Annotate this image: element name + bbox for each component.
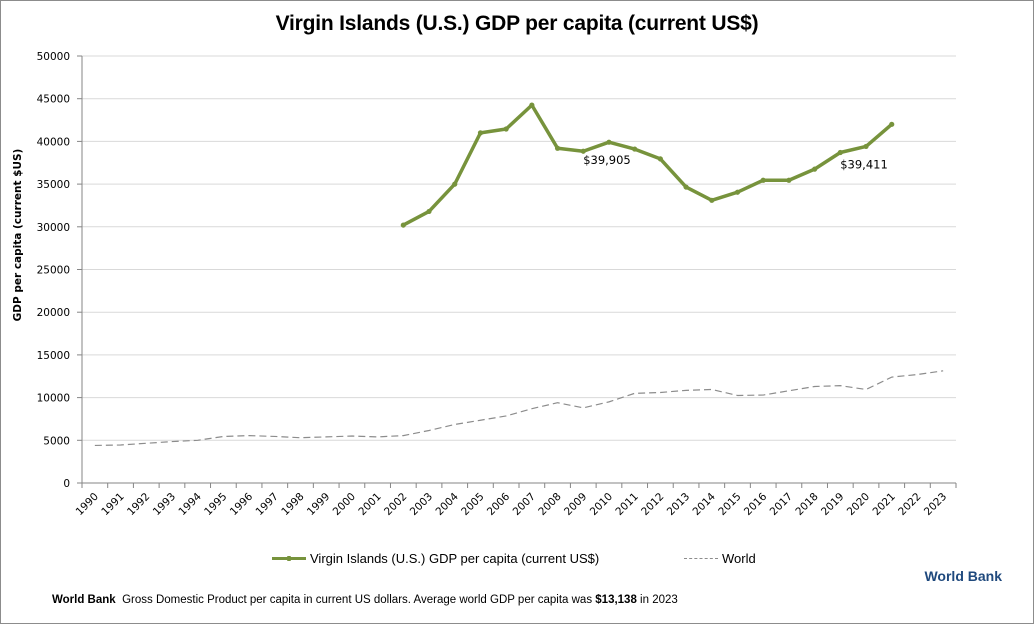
data-point xyxy=(786,177,792,183)
x-axis-ticks: 1990199119921993199419951996199719981999… xyxy=(74,483,957,518)
y-tick-label: 5000 xyxy=(43,435,70,447)
x-tick-label: 2019 xyxy=(819,491,846,518)
x-tick-label: 2017 xyxy=(768,491,795,518)
x-tick-label: 1994 xyxy=(176,490,204,518)
x-tick-label: 2016 xyxy=(742,490,770,518)
data-annotations: $39,905 $39,411 xyxy=(583,153,888,171)
y-tick-label: 40000 xyxy=(37,136,70,148)
data-point xyxy=(529,102,535,108)
legend-label: World xyxy=(722,551,756,566)
data-point xyxy=(554,145,561,151)
y-tick-label: 50000 xyxy=(37,51,70,63)
y-tick-label: 15000 xyxy=(37,350,70,362)
x-tick-label: 2000 xyxy=(331,491,358,518)
source-brand: World Bank xyxy=(924,568,1002,584)
footnote: World Bank Gross Domestic Product per ca… xyxy=(52,594,678,606)
x-tick-label: 1992 xyxy=(125,491,152,518)
x-tick-label: 2003 xyxy=(408,491,435,518)
legend-swatch-solid-line-icon xyxy=(272,556,306,561)
x-tick-label: 1996 xyxy=(228,490,256,518)
legend-label: Virgin Islands (U.S.) GDP per capita (cu… xyxy=(310,551,600,566)
data-point xyxy=(580,148,586,154)
data-point xyxy=(426,208,432,215)
x-tick-label: 2014 xyxy=(691,490,719,518)
y-tick-label: 10000 xyxy=(37,393,70,405)
data-point xyxy=(863,143,869,150)
x-tick-label: 1999 xyxy=(305,491,332,518)
x-tick-label: 2018 xyxy=(793,491,820,518)
chart-title: Virgin Islands (U.S.) GDP per capita (cu… xyxy=(275,12,759,35)
data-point xyxy=(452,181,458,187)
data-point xyxy=(889,121,895,127)
data-point xyxy=(734,189,741,195)
legend-swatch-dashed-line-icon xyxy=(684,558,718,559)
x-tick-label: 2008 xyxy=(536,491,563,518)
data-point xyxy=(632,146,638,152)
x-tick-label: 2007 xyxy=(511,491,538,518)
y-tick-label: 20000 xyxy=(37,307,70,319)
data-point xyxy=(606,139,612,145)
data-point xyxy=(812,166,818,172)
footnote-brand: World Bank xyxy=(52,594,116,606)
x-tick-label: 1997 xyxy=(254,491,281,518)
x-tick-label: 2001 xyxy=(356,491,383,518)
gridlines xyxy=(82,55,956,441)
data-point xyxy=(477,130,484,136)
x-tick-label: 2021 xyxy=(870,491,897,518)
x-tick-label: 1998 xyxy=(279,491,306,518)
legend-item-virgin-islands: Virgin Islands (U.S.) GDP per capita (cu… xyxy=(272,551,599,566)
x-tick-label: 2004 xyxy=(433,490,461,518)
data-point xyxy=(657,156,663,162)
legend: Virgin Islands (U.S.) GDP per capita (cu… xyxy=(0,551,1034,571)
series-lines xyxy=(94,102,944,447)
series-line-virgin-islands xyxy=(402,103,893,227)
x-tick-label: 2010 xyxy=(588,491,615,518)
y-axis-ticks: 0 5000 10000 15000 20000 25000 30000 35000 40000… xyxy=(37,51,82,490)
x-tick-label: 2009 xyxy=(562,491,589,518)
y-axis-label: GDP per capita (current $US) xyxy=(12,149,24,322)
data-point xyxy=(709,197,715,203)
x-tick-label: 2023 xyxy=(922,491,949,518)
x-tick-label: 2022 xyxy=(896,491,923,518)
data-point xyxy=(400,222,406,228)
y-tick-label: 35000 xyxy=(37,179,70,191)
y-tick-label: 30000 xyxy=(37,222,70,234)
footnote-text: Gross Domestic Product per capita in cur… xyxy=(122,594,596,606)
x-tick-label: 2011 xyxy=(613,491,640,518)
data-point xyxy=(503,126,509,132)
data-label: $39,905 xyxy=(583,153,631,167)
data-label: $39,411 xyxy=(840,157,888,171)
data-point xyxy=(683,184,689,190)
x-tick-label: 2015 xyxy=(716,491,743,518)
y-tick-label: 25000 xyxy=(37,265,70,277)
x-tick-label: 2002 xyxy=(382,491,409,518)
x-tick-label: 1990 xyxy=(74,491,101,518)
x-tick-label: 2012 xyxy=(639,491,666,518)
x-tick-label: 2005 xyxy=(459,491,486,518)
y-tick-label: 45000 xyxy=(37,94,70,106)
legend-item-world: World xyxy=(684,551,756,566)
x-tick-label: 2013 xyxy=(665,491,692,518)
x-tick-label: 1993 xyxy=(151,491,178,518)
x-tick-label: 1991 xyxy=(99,491,126,518)
footnote-value: $13,138 xyxy=(595,594,637,606)
y-tick-label: 0 xyxy=(63,478,70,490)
series-line-world xyxy=(94,370,944,447)
data-point xyxy=(760,177,766,183)
x-tick-label: 2006 xyxy=(485,490,513,518)
x-tick-label: 1995 xyxy=(202,491,229,518)
x-tick-label: 2020 xyxy=(845,491,872,518)
data-point xyxy=(837,149,843,156)
footnote-suffix: in 2023 xyxy=(636,594,678,606)
